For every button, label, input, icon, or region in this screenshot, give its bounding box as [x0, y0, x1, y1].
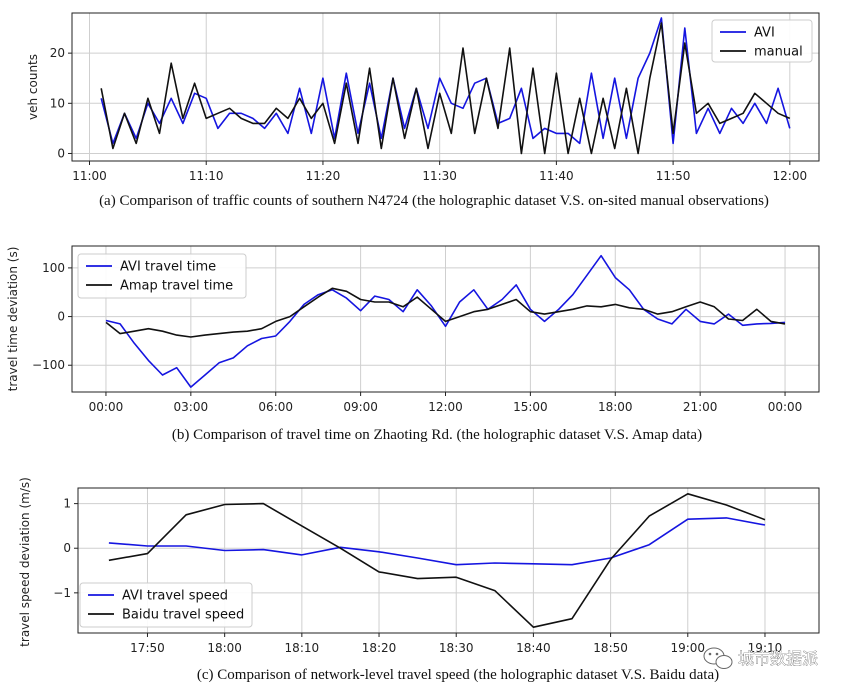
panel-a-ylabel: veh counts [26, 54, 40, 120]
panel-c-ylabel: travel speed deviation (m/s) [18, 477, 32, 647]
panel-b-series-0-line [105, 254, 786, 388]
panel-c-xtick-label-8: 19:10 [748, 641, 783, 655]
panel-b-ytick-label-1: 0 [57, 310, 65, 324]
panel-a-legend: AVI manual [711, 19, 813, 63]
panel-c-caption: (c) Comparison of network-level travel s… [197, 667, 719, 683]
panel-b-ytick-label-2: 100 [42, 261, 65, 275]
panel-c-xtick-label-5: 18:40 [516, 641, 551, 655]
panel-a-xtick-label-3: 11:30 [422, 169, 457, 183]
panel-c-xtick-label-2: 18:10 [285, 641, 320, 655]
wechat-icon [703, 647, 733, 669]
panel-a-xtick-label-0: 11:00 [72, 169, 107, 183]
panel-b-xtick-label-6: 18:00 [598, 400, 633, 414]
panel-a: 11:00 11:10 11:20 11:30 11:40 11:50 12:00 0 10 20… [26, 12, 820, 209]
panel-c-legend-label-1: Baidu travel speed [122, 608, 244, 623]
panel-b-caption: (b) Comparison of travel time on Zhaotin… [172, 427, 702, 443]
panel-a-series-0-line [100, 17, 791, 145]
panel-a-xtick-label-4: 11:40 [539, 169, 574, 183]
panel-c-ytick-label-1: 0 [63, 541, 71, 555]
panel-a-ytick-label-2: 20 [50, 46, 65, 60]
panel-c-xtick-label-0: 17:50 [130, 641, 165, 655]
panel-b-ylabel: travel time deviation (s) [6, 247, 20, 392]
panel-a-legend-label-0: AVI [754, 26, 775, 41]
panel-b-ytick-label-0: −100 [32, 358, 65, 372]
panel-b-series [105, 254, 786, 388]
panel-b: 00:00 03:00 06:00 09:00 12:00 15:00 18:00 21:00… [6, 245, 820, 443]
panel-c-xtick-label-4: 18:30 [439, 641, 474, 655]
panel-c-series-1-line [108, 492, 766, 629]
panel-b-ticks: 00:00 03:00 06:00 09:00 12:00 15:00 18:00 21:00… [32, 261, 802, 414]
panel-a-xtick-label-6: 12:00 [773, 169, 808, 183]
panel-c-series [108, 492, 766, 629]
panel-b-series-1-line [105, 287, 786, 338]
panel-c-xtick-label-7: 19:00 [670, 641, 705, 655]
panel-c-frame [77, 487, 820, 634]
panel-c: 17:50 18:00 18:10 18:20 18:30 18:40 18:50 19:00… [18, 477, 820, 683]
panel-b-legend-box [77, 253, 247, 299]
watermark-text: 城市数据派 [738, 649, 818, 668]
panel-c-ytick-label-0: −1 [53, 586, 71, 600]
panel-b-xtick-label-1: 03:00 [174, 400, 209, 414]
panel-c-xtick-label-1: 18:00 [207, 641, 242, 655]
panel-a-ytick-label-0: 0 [57, 146, 65, 160]
panel-a-xtick-label-1: 11:10 [189, 169, 224, 183]
panel-b-xtick-label-0: 00:00 [89, 400, 124, 414]
panel-b-xtick-label-8: 00:00 [768, 400, 803, 414]
panel-b-legend-label-0: AVI travel time [120, 260, 216, 275]
panel-a-xtick-label-2: 11:20 [306, 169, 341, 183]
panel-a-series-1-line [100, 22, 791, 155]
panel-a-ticks: 11:00 11:10 11:20 11:30 11:40 11:50 12:00 0 10 20 [50, 46, 807, 183]
panel-a-legend-label-1: manual [754, 45, 803, 60]
panel-a-ytick-label-1: 10 [50, 96, 65, 110]
watermark: 城市数据派 [703, 647, 818, 669]
panel-c-legend-label-0: AVI travel speed [122, 589, 228, 604]
panel-b-xtick-label-2: 06:00 [258, 400, 293, 414]
panel-a-caption: (a) Comparison of traffic counts of sout… [99, 193, 769, 209]
panel-c-series-0-line [108, 517, 766, 566]
panel-b-xtick-label-5: 15:00 [513, 400, 548, 414]
panel-c-ticks: 17:50 18:00 18:10 18:20 18:30 18:40 18:50 19:00… [53, 497, 782, 655]
panel-c-xtick-label-6: 18:50 [593, 641, 628, 655]
panel-c-xtick-label-3: 18:20 [362, 641, 397, 655]
panel-b-xtick-label-7: 21:00 [683, 400, 718, 414]
panel-c-legend-box [79, 582, 253, 628]
panel-b-legend-label-1: Amap travel time [120, 279, 233, 294]
panel-b-legend: AVI travel time Amap travel time [77, 253, 247, 299]
panel-a-frame [71, 12, 820, 162]
panel-a-series [100, 17, 791, 155]
panel-c-legend: AVI travel speed Baidu travel speed [79, 582, 253, 628]
panel-a-grid [72, 13, 819, 161]
panel-b-xtick-label-4: 12:00 [428, 400, 463, 414]
panel-a-xtick-label-5: 11:50 [656, 169, 691, 183]
panel-c-ytick-label-2: 1 [63, 497, 71, 511]
panel-b-xtick-label-3: 09:00 [343, 400, 378, 414]
